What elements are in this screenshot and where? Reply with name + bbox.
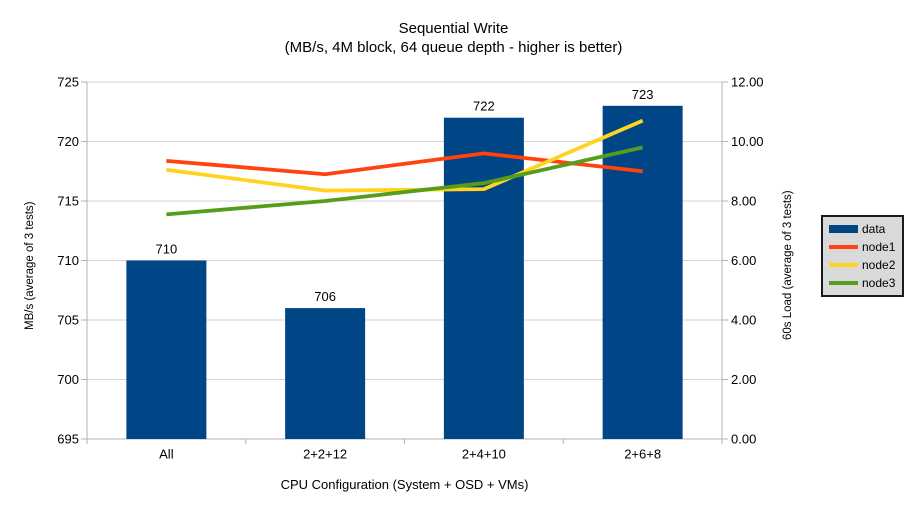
bar-2+2+12: [285, 308, 366, 439]
right-tick-label: 12.00: [731, 75, 764, 90]
right-tick-label: 10.00: [731, 134, 764, 149]
line-node2: [166, 118, 644, 193]
left-tick-label: 725: [57, 75, 79, 90]
right-axis-title: 60s Load (average of 3 tests): [782, 190, 794, 340]
legend-label: node2: [862, 258, 896, 272]
chart-subtitle: (MB/s, 4M block, 64 queue depth - higher…: [284, 39, 623, 56]
line-node1: [166, 151, 643, 177]
legend-item-node1: node1: [829, 240, 896, 254]
legend-label: data: [862, 222, 886, 236]
category-label: 2+4+10: [462, 447, 506, 462]
left-tick-label: 705: [57, 313, 79, 328]
bar-value-label: 706: [314, 289, 336, 304]
left-tick-label: 715: [57, 194, 79, 209]
chart-title-block: Sequential Write (MB/s, 4M block, 64 que…: [0, 19, 907, 57]
right-tick-label: 8.00: [731, 194, 756, 209]
legend-swatch-node3: [829, 281, 858, 285]
right-tick-label: 6.00: [731, 253, 756, 268]
left-tick-label: 710: [57, 253, 79, 268]
left-axis-title: MB/s (average of 3 tests): [24, 201, 36, 330]
legend: data node1 node2 node3: [821, 215, 904, 297]
right-tick-label: 2.00: [731, 372, 756, 387]
bar-All: [126, 260, 207, 439]
chart-title: Sequential Write: [398, 20, 509, 37]
legend-swatch-node2: [829, 263, 858, 267]
bar-2+6+8: [602, 105, 683, 440]
legend-item-data: data: [829, 222, 896, 236]
legend-item-node3: node3: [829, 276, 896, 290]
category-label: 2+6+8: [624, 447, 661, 462]
category-label: All: [159, 447, 174, 462]
bar-value-label: 722: [473, 99, 495, 114]
right-tick-label: 4.00: [731, 313, 756, 328]
x-axis-title: CPU Configuration (System + OSD + VMs): [280, 477, 529, 492]
left-tick-label: 695: [57, 432, 79, 447]
legend-swatch-node1: [829, 245, 858, 249]
left-tick-label: 720: [57, 134, 79, 149]
category-label: 2+2+12: [303, 447, 347, 462]
left-tick-label: 700: [57, 372, 79, 387]
legend-label: node1: [862, 240, 896, 254]
bar-2+4+10: [443, 117, 524, 439]
bar-value-label: 710: [156, 242, 178, 257]
legend-item-node2: node2: [829, 258, 896, 272]
legend-label: node3: [862, 276, 896, 290]
legend-swatch-data: [829, 225, 858, 233]
bar-value-label: 723: [632, 87, 654, 102]
line-node3: [166, 145, 644, 217]
right-tick-label: 0.00: [731, 432, 756, 447]
